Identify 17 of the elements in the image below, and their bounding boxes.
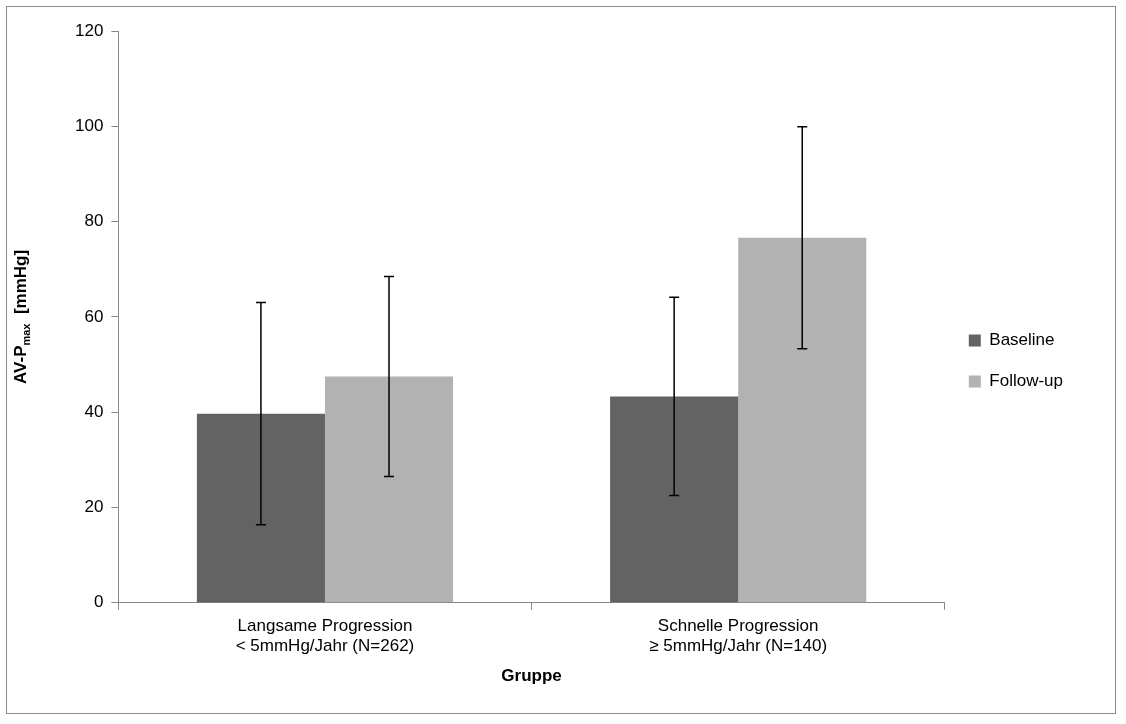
- bar: [610, 396, 739, 603]
- y-axis-title: AV-Pmax [mmHg]: [11, 249, 33, 384]
- bar: [196, 413, 325, 603]
- y-tick-label: 40: [84, 401, 104, 421]
- bar: [738, 237, 867, 603]
- y-tick-label: 80: [84, 211, 104, 231]
- y-tick-label: 100: [74, 115, 104, 135]
- y-tick-label: 60: [84, 306, 104, 326]
- legend-label: Follow-up: [989, 371, 1064, 391]
- y-tick-label: 0: [93, 592, 104, 612]
- bar: [324, 376, 454, 603]
- y-tick-label: 20: [84, 497, 104, 517]
- x-tick-label: Langsame Progression < 5mmHg/Jahr (N=262): [235, 615, 415, 656]
- x-tick-label: Schnelle Progression ≥ 5mmHg/Jahr (N=140): [649, 615, 828, 656]
- legend-label: Baseline: [989, 330, 1055, 350]
- y-tick-label: 120: [74, 20, 104, 40]
- x-axis-title: Gruppe: [501, 666, 562, 686]
